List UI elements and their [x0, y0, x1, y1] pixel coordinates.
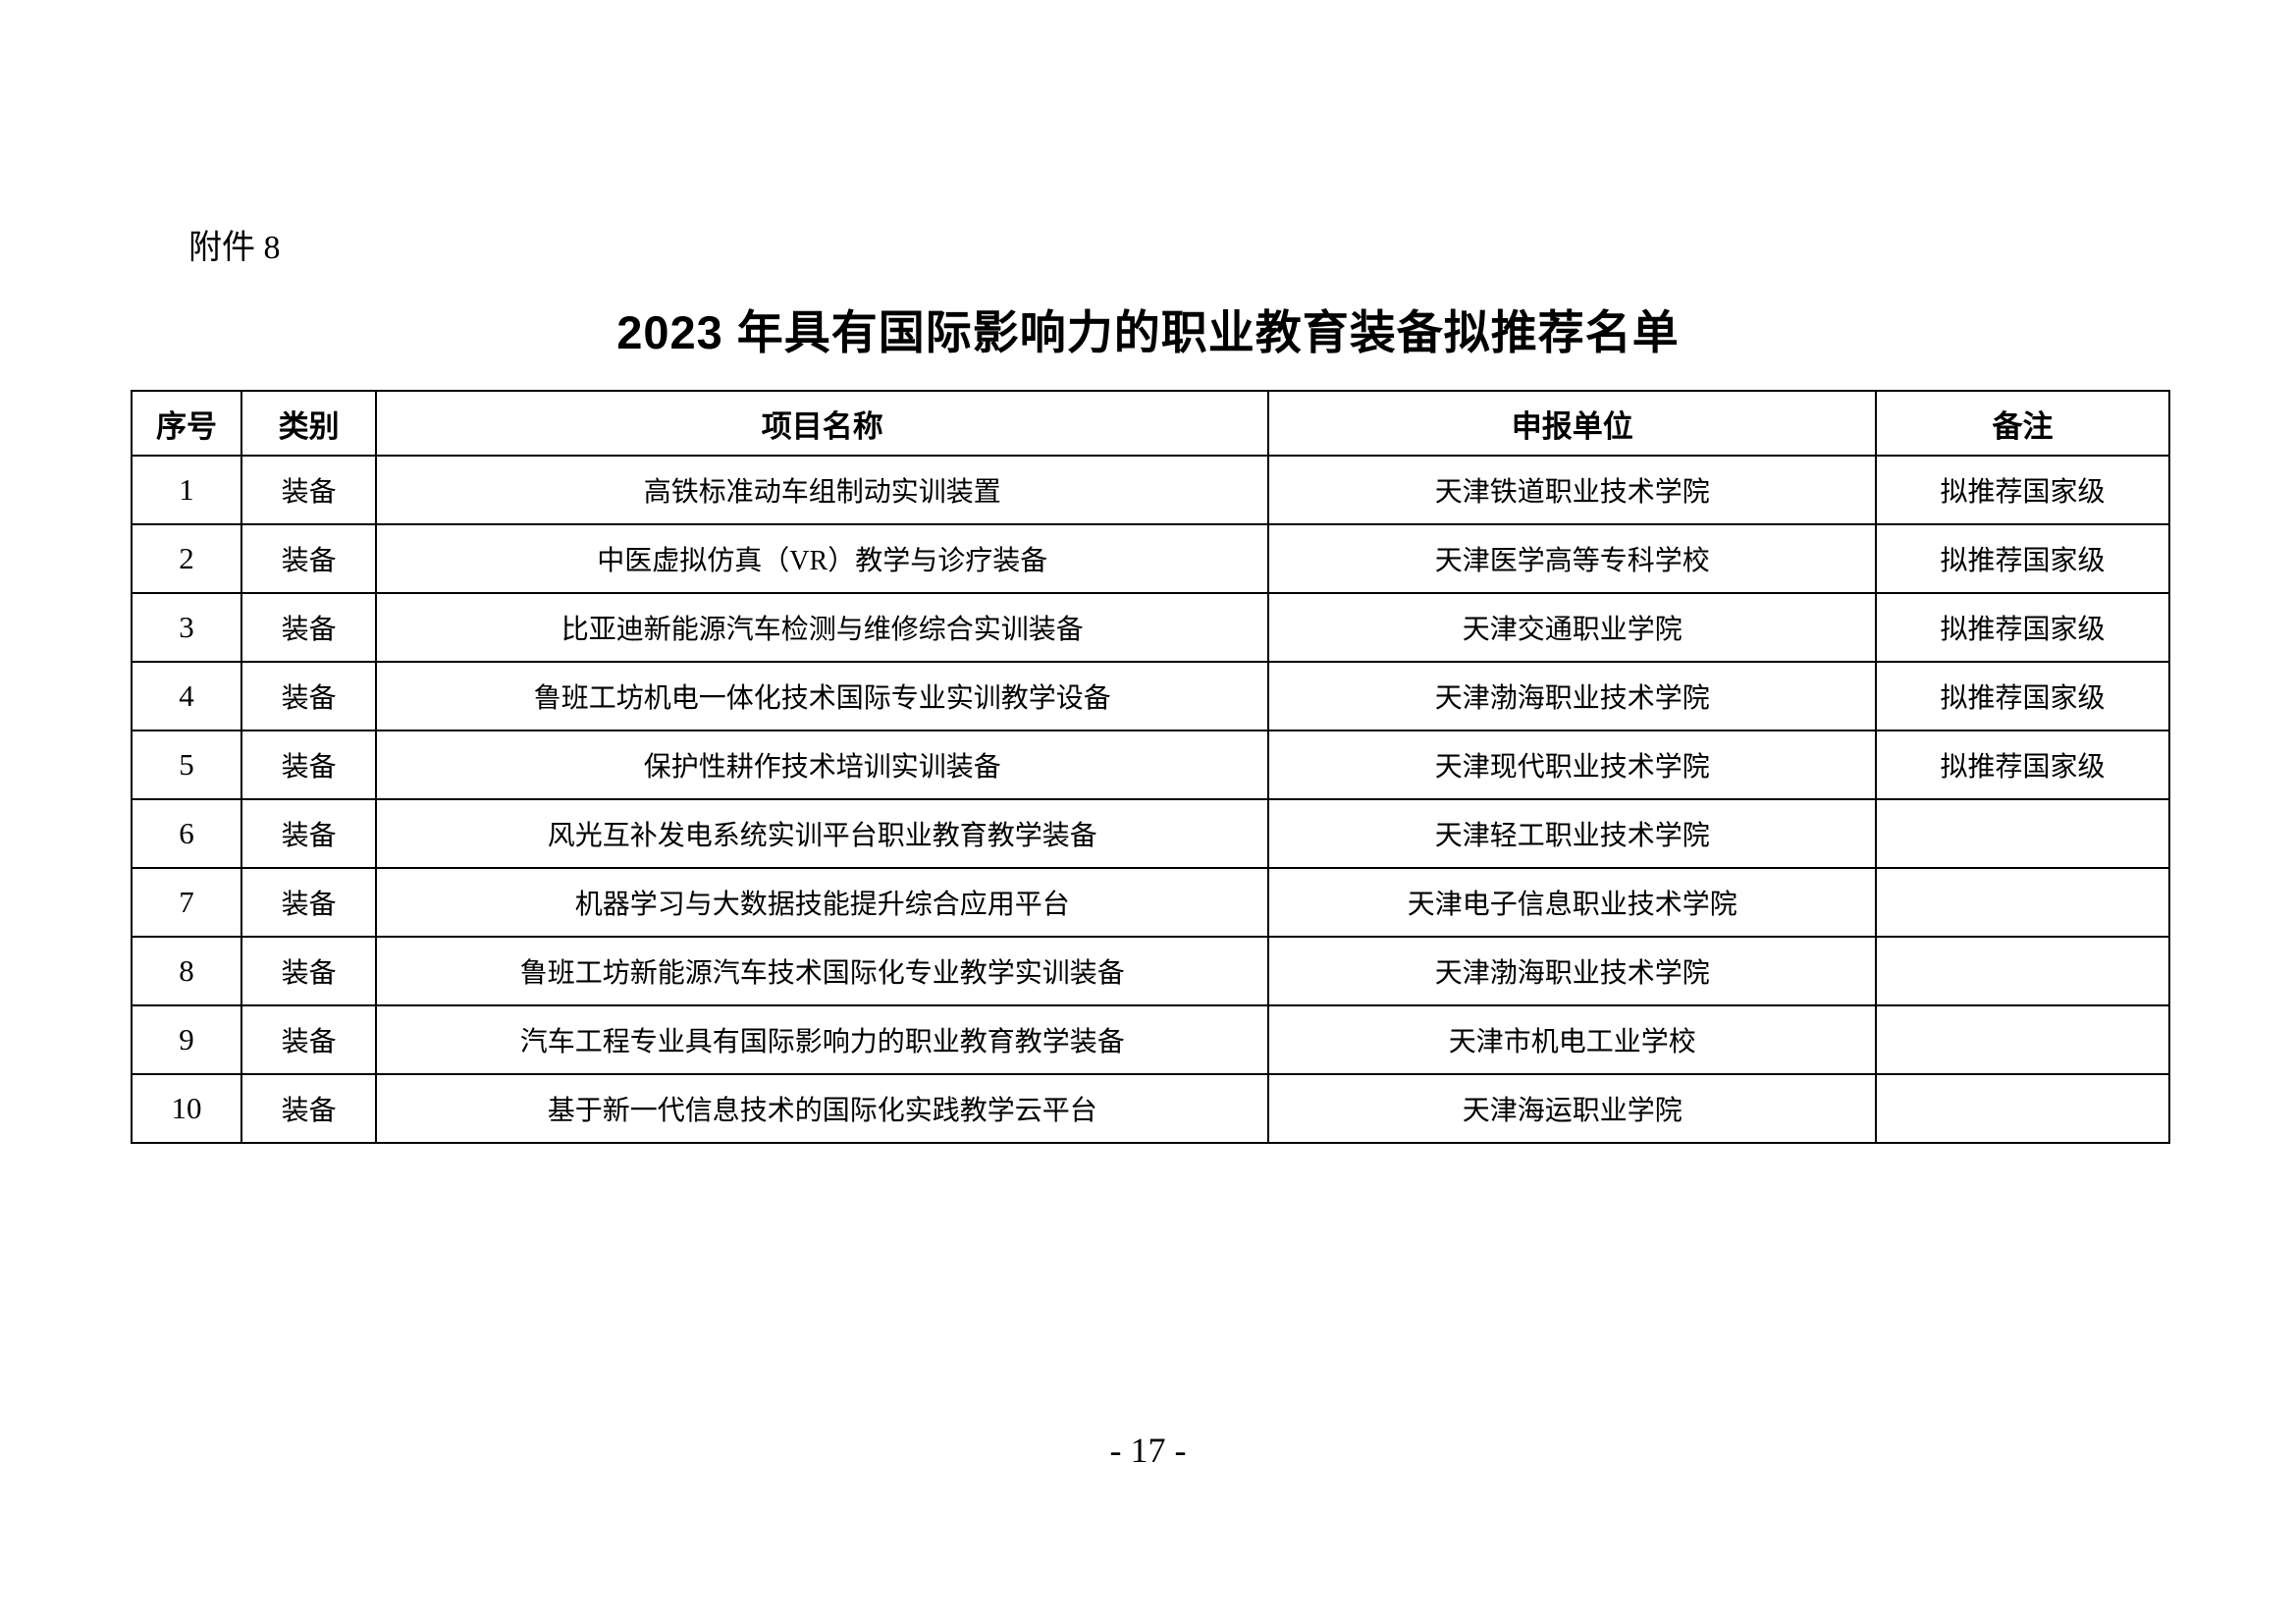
- cell-project: 比亚迪新能源汽车检测与维修综合实训装备: [375, 592, 1270, 663]
- cell-remark: 拟推荐国家级: [1875, 730, 2170, 800]
- table-row: 9 装备 汽车工程专业具有国际影响力的职业教育教学装备 天津市机电工业学校: [130, 1004, 2170, 1075]
- table-row: 6 装备 风光互补发电系统实训平台职业教育教学装备 天津轻工职业技术学院: [130, 798, 2170, 869]
- cell-unit: 天津渤海职业技术学院: [1267, 661, 1878, 731]
- cell-unit: 天津交通职业学院: [1267, 592, 1878, 663]
- table-row: 7 装备 机器学习与大数据技能提升综合应用平台 天津电子信息职业技术学院: [130, 867, 2170, 938]
- cell-no: 10: [130, 1073, 243, 1144]
- table-row: 1 装备 高铁标准动车组制动实训装置 天津铁道职业技术学院 拟推荐国家级: [130, 455, 2170, 525]
- cell-category: 装备: [240, 455, 378, 525]
- cell-remark: [1875, 1004, 2170, 1075]
- cell-remark: [1875, 867, 2170, 938]
- cell-category: 装备: [240, 592, 378, 663]
- cell-category: 装备: [240, 661, 378, 731]
- attachment-label: 附件 8: [188, 230, 281, 266]
- table-header: 序号 类别 项目名称 申报单位 备注: [130, 390, 2170, 457]
- cell-project: 鲁班工坊新能源汽车技术国际化专业教学实训装备: [375, 936, 1270, 1006]
- cell-category: 装备: [240, 1073, 378, 1144]
- table-body: 1 装备 高铁标准动车组制动实训装置 天津铁道职业技术学院 拟推荐国家级 2 装备 中医虚拟仿…: [130, 455, 2170, 1144]
- cell-remark: [1875, 798, 2170, 869]
- cell-project: 汽车工程专业具有国际影响力的职业教育教学装备: [375, 1004, 1270, 1075]
- cell-unit: 天津市机电工业学校: [1267, 1004, 1878, 1075]
- cell-unit: 天津现代职业技术学院: [1267, 730, 1878, 800]
- cell-project: 风光互补发电系统实训平台职业教育教学装备: [375, 798, 1270, 869]
- cell-no: 2: [130, 523, 243, 594]
- cell-unit: 天津海运职业学院: [1267, 1073, 1878, 1144]
- cell-category: 装备: [240, 523, 378, 594]
- table-row: 4 装备 鲁班工坊机电一体化技术国际专业实训教学设备 天津渤海职业技术学院 拟推荐国家级: [130, 661, 2170, 731]
- table-row: 2 装备 中医虚拟仿真（VR）教学与诊疗装备 天津医学高等专科学校 拟推荐国家级: [130, 523, 2170, 594]
- cell-project: 高铁标准动车组制动实训装置: [375, 455, 1270, 525]
- cell-no: 9: [130, 1004, 243, 1075]
- cell-remark: 拟推荐国家级: [1875, 592, 2170, 663]
- cell-unit: 天津铁道职业技术学院: [1267, 455, 1878, 525]
- recommendation-table: 序号 类别 项目名称 申报单位 备注 1 装备 高铁标准动车组制动实训装置 天津铁道职…: [130, 390, 2170, 1144]
- header-cell-category: 类别: [240, 390, 378, 457]
- cell-category: 装备: [240, 867, 378, 938]
- cell-project: 机器学习与大数据技能提升综合应用平台: [375, 867, 1270, 938]
- cell-unit: 天津渤海职业技术学院: [1267, 936, 1878, 1006]
- cell-project: 保护性耕作技术培训实训装备: [375, 730, 1270, 800]
- cell-remark: 拟推荐国家级: [1875, 455, 2170, 525]
- cell-no: 5: [130, 730, 243, 800]
- table-row: 10 装备 基于新一代信息技术的国际化实践教学云平台 天津海运职业学院: [130, 1073, 2170, 1144]
- page-number: - 17 -: [1109, 1431, 1187, 1470]
- cell-unit: 天津轻工职业技术学院: [1267, 798, 1878, 869]
- cell-unit: 天津电子信息职业技术学院: [1267, 867, 1878, 938]
- header-cell-remark: 备注: [1875, 390, 2170, 457]
- table-row: 3 装备 比亚迪新能源汽车检测与维修综合实训装备 天津交通职业学院 拟推荐国家级: [130, 592, 2170, 663]
- cell-project: 中医虚拟仿真（VR）教学与诊疗装备: [375, 523, 1270, 594]
- cell-project: 基于新一代信息技术的国际化实践教学云平台: [375, 1073, 1270, 1144]
- header-cell-project: 项目名称: [375, 390, 1270, 457]
- page-title: 2023 年具有国际影响力的职业教育装备拟推荐名单: [616, 306, 1680, 358]
- cell-no: 1: [130, 455, 243, 525]
- header-cell-unit: 申报单位: [1267, 390, 1878, 457]
- cell-category: 装备: [240, 1004, 378, 1075]
- table-row: 8 装备 鲁班工坊新能源汽车技术国际化专业教学实训装备 天津渤海职业技术学院: [130, 936, 2170, 1006]
- header-cell-no: 序号: [130, 390, 243, 457]
- cell-no: 4: [130, 661, 243, 731]
- header-row: 序号 类别 项目名称 申报单位 备注: [130, 390, 2170, 457]
- cell-no: 6: [130, 798, 243, 869]
- cell-category: 装备: [240, 730, 378, 800]
- cell-remark: [1875, 1073, 2170, 1144]
- cell-category: 装备: [240, 936, 378, 1006]
- cell-remark: 拟推荐国家级: [1875, 523, 2170, 594]
- cell-remark: 拟推荐国家级: [1875, 661, 2170, 731]
- cell-category: 装备: [240, 798, 378, 869]
- cell-project: 鲁班工坊机电一体化技术国际专业实训教学设备: [375, 661, 1270, 731]
- table-row: 5 装备 保护性耕作技术培训实训装备 天津现代职业技术学院 拟推荐国家级: [130, 730, 2170, 800]
- cell-no: 7: [130, 867, 243, 938]
- cell-remark: [1875, 936, 2170, 1006]
- cell-no: 3: [130, 592, 243, 663]
- cell-unit: 天津医学高等专科学校: [1267, 523, 1878, 594]
- cell-no: 8: [130, 936, 243, 1006]
